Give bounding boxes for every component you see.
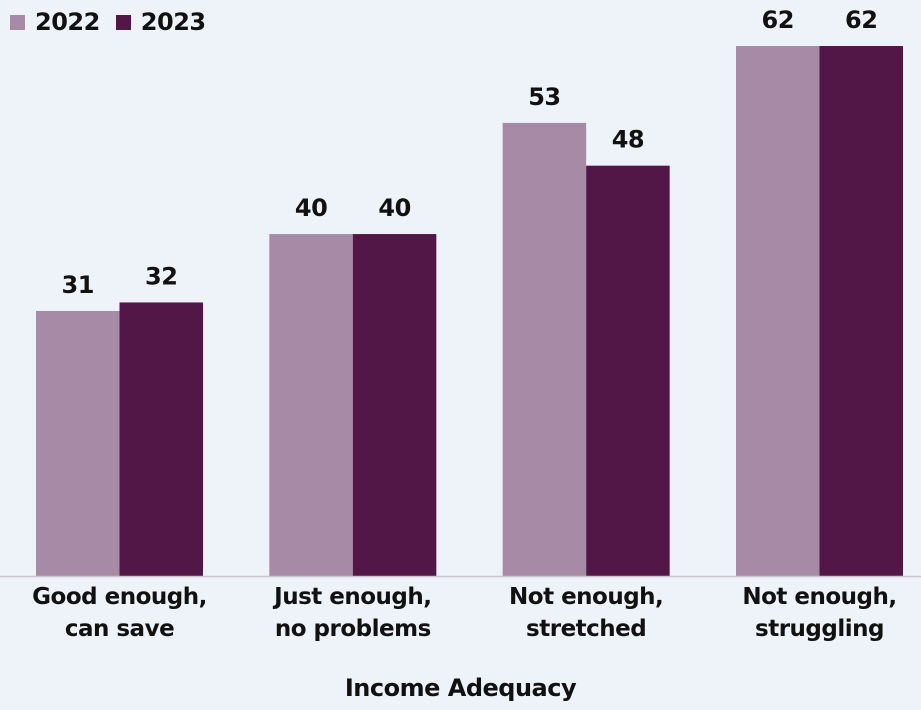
bar-2023-0 [119, 302, 203, 576]
bar-2022-3 [735, 46, 820, 576]
bar-2023-2 [586, 165, 670, 576]
data-label-2023-0: 32 [145, 262, 177, 290]
legend-label-2022: 2022 [35, 8, 100, 36]
data-label-2022-0: 31 [62, 271, 94, 299]
legend-swatch-2023 [115, 14, 131, 30]
bar-2022-1 [269, 234, 353, 576]
data-label-2023-2: 48 [612, 126, 644, 154]
legend: 2022 2023 [10, 8, 222, 36]
bar-2023-3 [819, 46, 903, 576]
data-label-2023-1: 40 [378, 194, 410, 222]
legend-swatch-2022 [10, 14, 25, 30]
data-label-2023-3: 62 [845, 6, 877, 34]
bar-2022-0 [36, 311, 120, 576]
x-tick-label-2: Not enough, stretched [509, 584, 663, 642]
legend-item-2022: 2022 [10, 8, 100, 36]
x-tick-label-0: Good enough, can save [32, 584, 207, 642]
legend-item-2023: 2023 [115, 8, 206, 36]
x-tick-label-1: Just enough, no problems [272, 584, 431, 642]
x-axis-title: Income Adequacy [344, 674, 577, 702]
data-label-2022-3: 62 [762, 6, 794, 34]
bar-2023-1 [352, 234, 437, 576]
legend-label-2023: 2023 [140, 8, 206, 36]
bar-2022-2 [502, 122, 587, 576]
data-label-2022-2: 53 [528, 83, 560, 111]
x-tick-label-3: Not enough, struggling [742, 584, 896, 642]
data-label-2022-1: 40 [295, 194, 327, 222]
